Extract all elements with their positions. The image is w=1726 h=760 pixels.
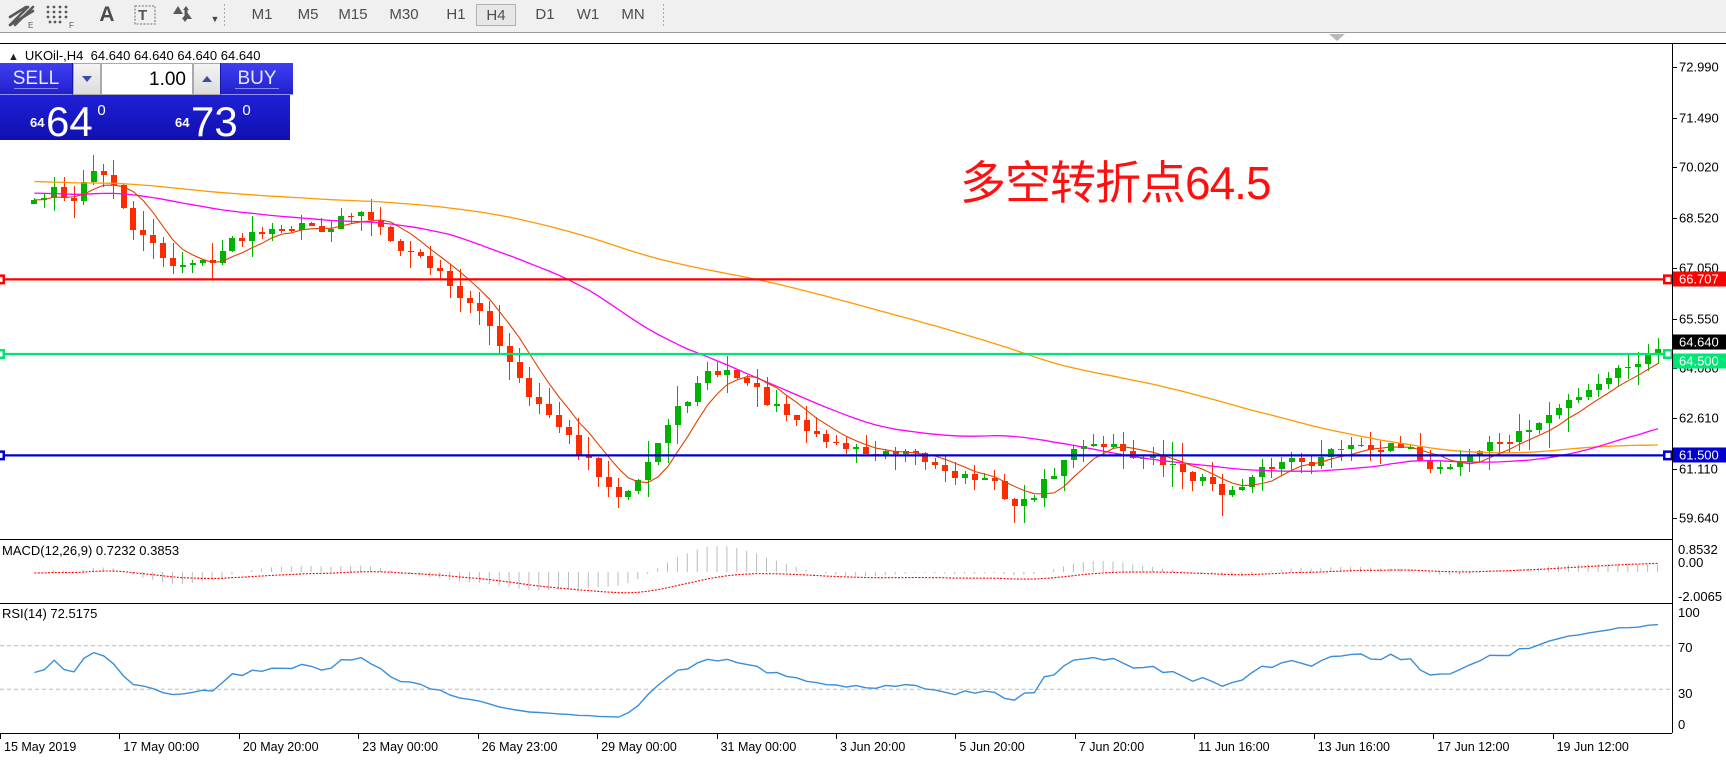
svg-text:F: F	[69, 21, 74, 29]
svg-text:T: T	[138, 7, 147, 24]
svg-text:E: E	[28, 21, 33, 29]
